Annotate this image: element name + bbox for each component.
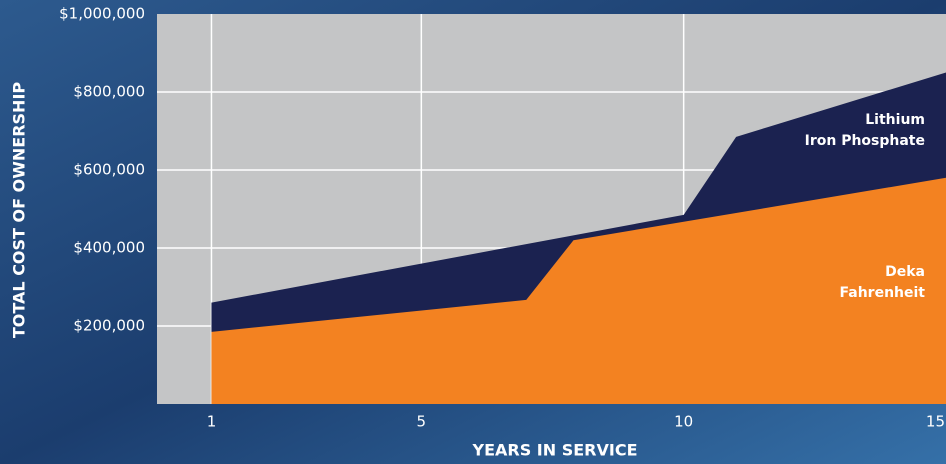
y-tick-label: $600,000 <box>73 161 145 179</box>
labels: Lithium Iron Phosphate Deka Fahrenheit <box>805 112 926 301</box>
series-label-line: Lithium <box>865 112 925 128</box>
x-tick-label: 5 <box>417 413 427 431</box>
y-tick-label: $400,000 <box>73 239 145 257</box>
series-label-line: Iron Phosphate <box>805 133 925 149</box>
y-axis-title: TOTAL COST OF OWNERSHIP <box>10 82 29 339</box>
series-label-line: Fahrenheit <box>840 285 926 301</box>
y-tick-label: $1,000,000 <box>59 5 145 23</box>
x-tick-label: 10 <box>674 413 693 431</box>
x-tick-label: 15 <box>926 413 945 431</box>
series-label-line: Deka <box>885 264 925 280</box>
y-tick-label: $200,000 <box>73 317 145 335</box>
y-tick-label: $800,000 <box>73 83 145 101</box>
series-label: Lithium Iron Phosphate <box>805 112 925 149</box>
x-tick-label: 1 <box>207 413 217 431</box>
series-label: Deka Fahrenheit <box>840 264 926 301</box>
area <box>211 177 946 404</box>
x-axis-title: YEARS IN SERVICE <box>471 441 637 460</box>
areas <box>211 72 946 404</box>
